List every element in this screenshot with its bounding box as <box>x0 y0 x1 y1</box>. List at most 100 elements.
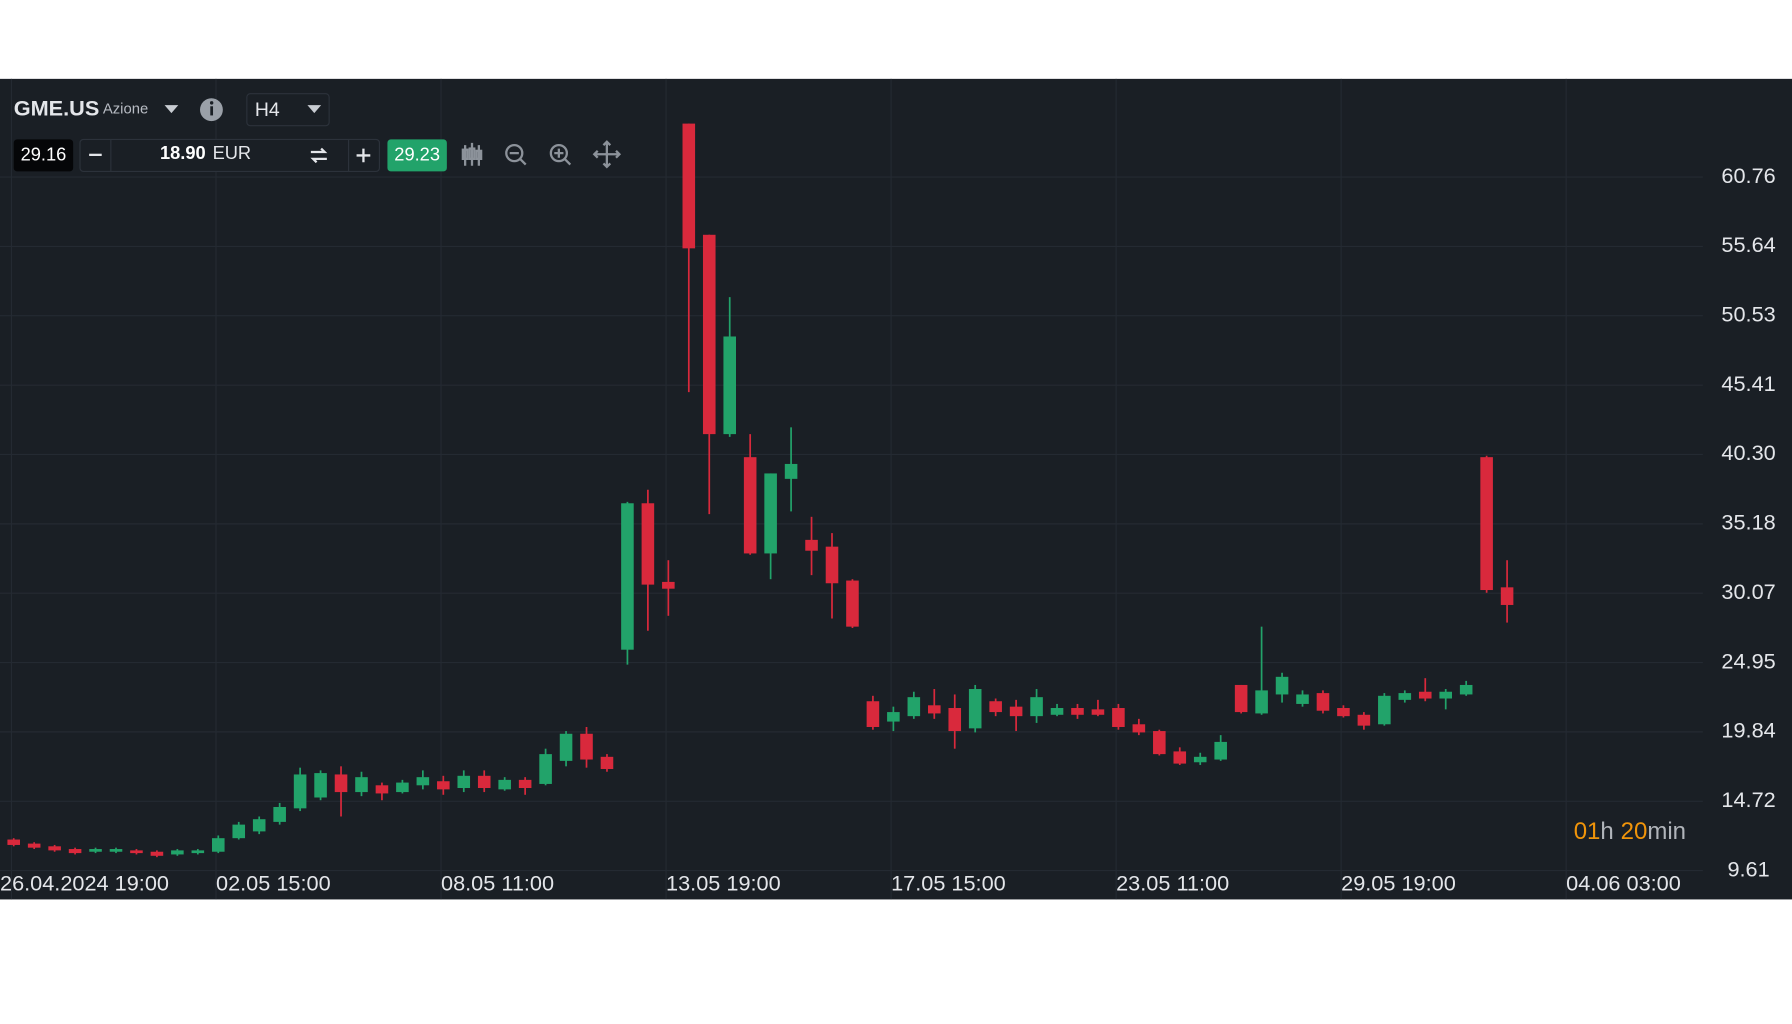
increase-button[interactable] <box>356 148 371 163</box>
candle-body <box>437 781 450 790</box>
candle-body <box>1275 676 1289 695</box>
volume-stepper <box>79 138 380 172</box>
candle-body <box>232 824 246 839</box>
candle-body <box>1459 684 1473 695</box>
candle-body <box>1214 741 1227 760</box>
y-tick-label: 9.61 <box>1727 856 1769 881</box>
candle-body <box>416 777 430 786</box>
timeframe-dropdown <box>307 105 322 114</box>
candle-body <box>723 336 736 435</box>
y-tick-label: 60.76 <box>1721 163 1775 188</box>
candle-body <box>7 839 20 845</box>
bid-price: 29.16 <box>21 143 67 164</box>
candle-body <box>212 838 225 852</box>
candle-body <box>498 779 511 790</box>
candle-body <box>662 581 675 589</box>
candle-body <box>1030 697 1043 717</box>
candle-body <box>1009 706 1023 717</box>
candle-body <box>948 708 962 732</box>
x-tick-label: 13.05 19:00 <box>666 870 781 895</box>
candle-body <box>825 546 839 584</box>
candle-body <box>866 701 880 727</box>
x-tick-label: 08.05 11:00 <box>441 870 554 895</box>
x-tick-label: 23.05 11:00 <box>1116 870 1229 895</box>
candle-body <box>580 733 593 760</box>
candle-body <box>559 733 573 761</box>
timeframe-select[interactable] <box>246 93 330 127</box>
countdown-minutes-unit: min <box>1647 818 1686 845</box>
info-icon-bar <box>210 106 214 116</box>
candle-body <box>1398 693 1412 700</box>
zoom-in-icon[interactable] <box>549 144 572 166</box>
candle-body <box>989 701 1002 713</box>
candle-body <box>1071 708 1084 715</box>
currency: EUR <box>213 142 252 163</box>
swap-icon[interactable] <box>310 147 328 164</box>
info-icon-dot <box>209 101 214 105</box>
x-tick-label: 29.05 19:00 <box>1341 870 1456 895</box>
candle-body <box>273 806 286 822</box>
y-tick-label: 30.07 <box>1721 579 1775 604</box>
candle-body <box>1234 684 1248 713</box>
candle-body <box>846 580 859 627</box>
candle-body <box>1193 756 1207 763</box>
candle-body <box>641 503 655 585</box>
candle-body <box>171 850 184 855</box>
candle-body <box>1357 714 1371 726</box>
candle-body <box>518 779 532 789</box>
candle-body <box>1296 694 1309 704</box>
candle-body <box>1418 691 1432 699</box>
symbol-dropdown[interactable] <box>164 105 179 114</box>
candle-body <box>743 457 757 554</box>
ask-price: 29.23 <box>394 143 440 164</box>
candle-body <box>805 539 818 551</box>
candle-body <box>1091 709 1105 715</box>
candle-body <box>48 846 61 851</box>
candle-body <box>621 503 634 650</box>
candle-body <box>375 785 389 794</box>
volume[interactable]: 18.90 <box>160 142 206 163</box>
candle-body <box>27 843 41 848</box>
candle-body <box>1112 708 1125 727</box>
candle-body <box>355 777 368 793</box>
bid-button[interactable] <box>13 139 74 172</box>
candle-body <box>314 773 327 798</box>
candle-body <box>109 849 123 852</box>
chart-type-icon[interactable] <box>461 142 483 166</box>
candle-body <box>457 775 471 789</box>
decrease-button[interactable] <box>89 153 102 156</box>
countdown-hours: 01 <box>1574 818 1601 845</box>
candle-body <box>764 473 777 554</box>
candle-body <box>600 756 614 770</box>
candle-body <box>784 463 798 479</box>
y-tick-label: 24.95 <box>1721 648 1775 673</box>
candle-body <box>252 819 266 832</box>
x-tick-label: 17.05 15:00 <box>891 870 1006 895</box>
y-tick-label: 50.53 <box>1721 301 1775 326</box>
candle-body <box>1337 708 1350 717</box>
candle-body <box>191 850 205 854</box>
candle-body <box>1378 695 1391 725</box>
candle-body <box>682 123 696 249</box>
candle-body <box>150 851 164 856</box>
candle-body <box>928 705 941 714</box>
candle-body <box>1500 587 1514 605</box>
candle-body <box>702 234 716 435</box>
toolbar: GME.US Azione H4 29.16 18.90 EUR 29.23 <box>13 93 622 172</box>
candle-body <box>293 774 307 809</box>
y-tick-label: 35.18 <box>1721 510 1775 535</box>
countdown-minutes: 20 <box>1621 818 1648 845</box>
candle-body <box>1173 751 1187 764</box>
candle-body <box>1132 724 1146 733</box>
candle-layer <box>7 123 1514 858</box>
ask-button[interactable] <box>387 139 447 172</box>
symbol[interactable]: GME.US <box>14 95 100 120</box>
x-tick-label: 02.05 15:00 <box>216 870 331 895</box>
candle-body <box>887 712 900 722</box>
candle-body <box>1050 708 1064 715</box>
pan-icon[interactable] <box>592 140 622 169</box>
zoom-out-icon[interactable] <box>505 144 527 166</box>
candle-body <box>68 849 82 854</box>
countdown: 01h 20min <box>1574 818 1686 845</box>
